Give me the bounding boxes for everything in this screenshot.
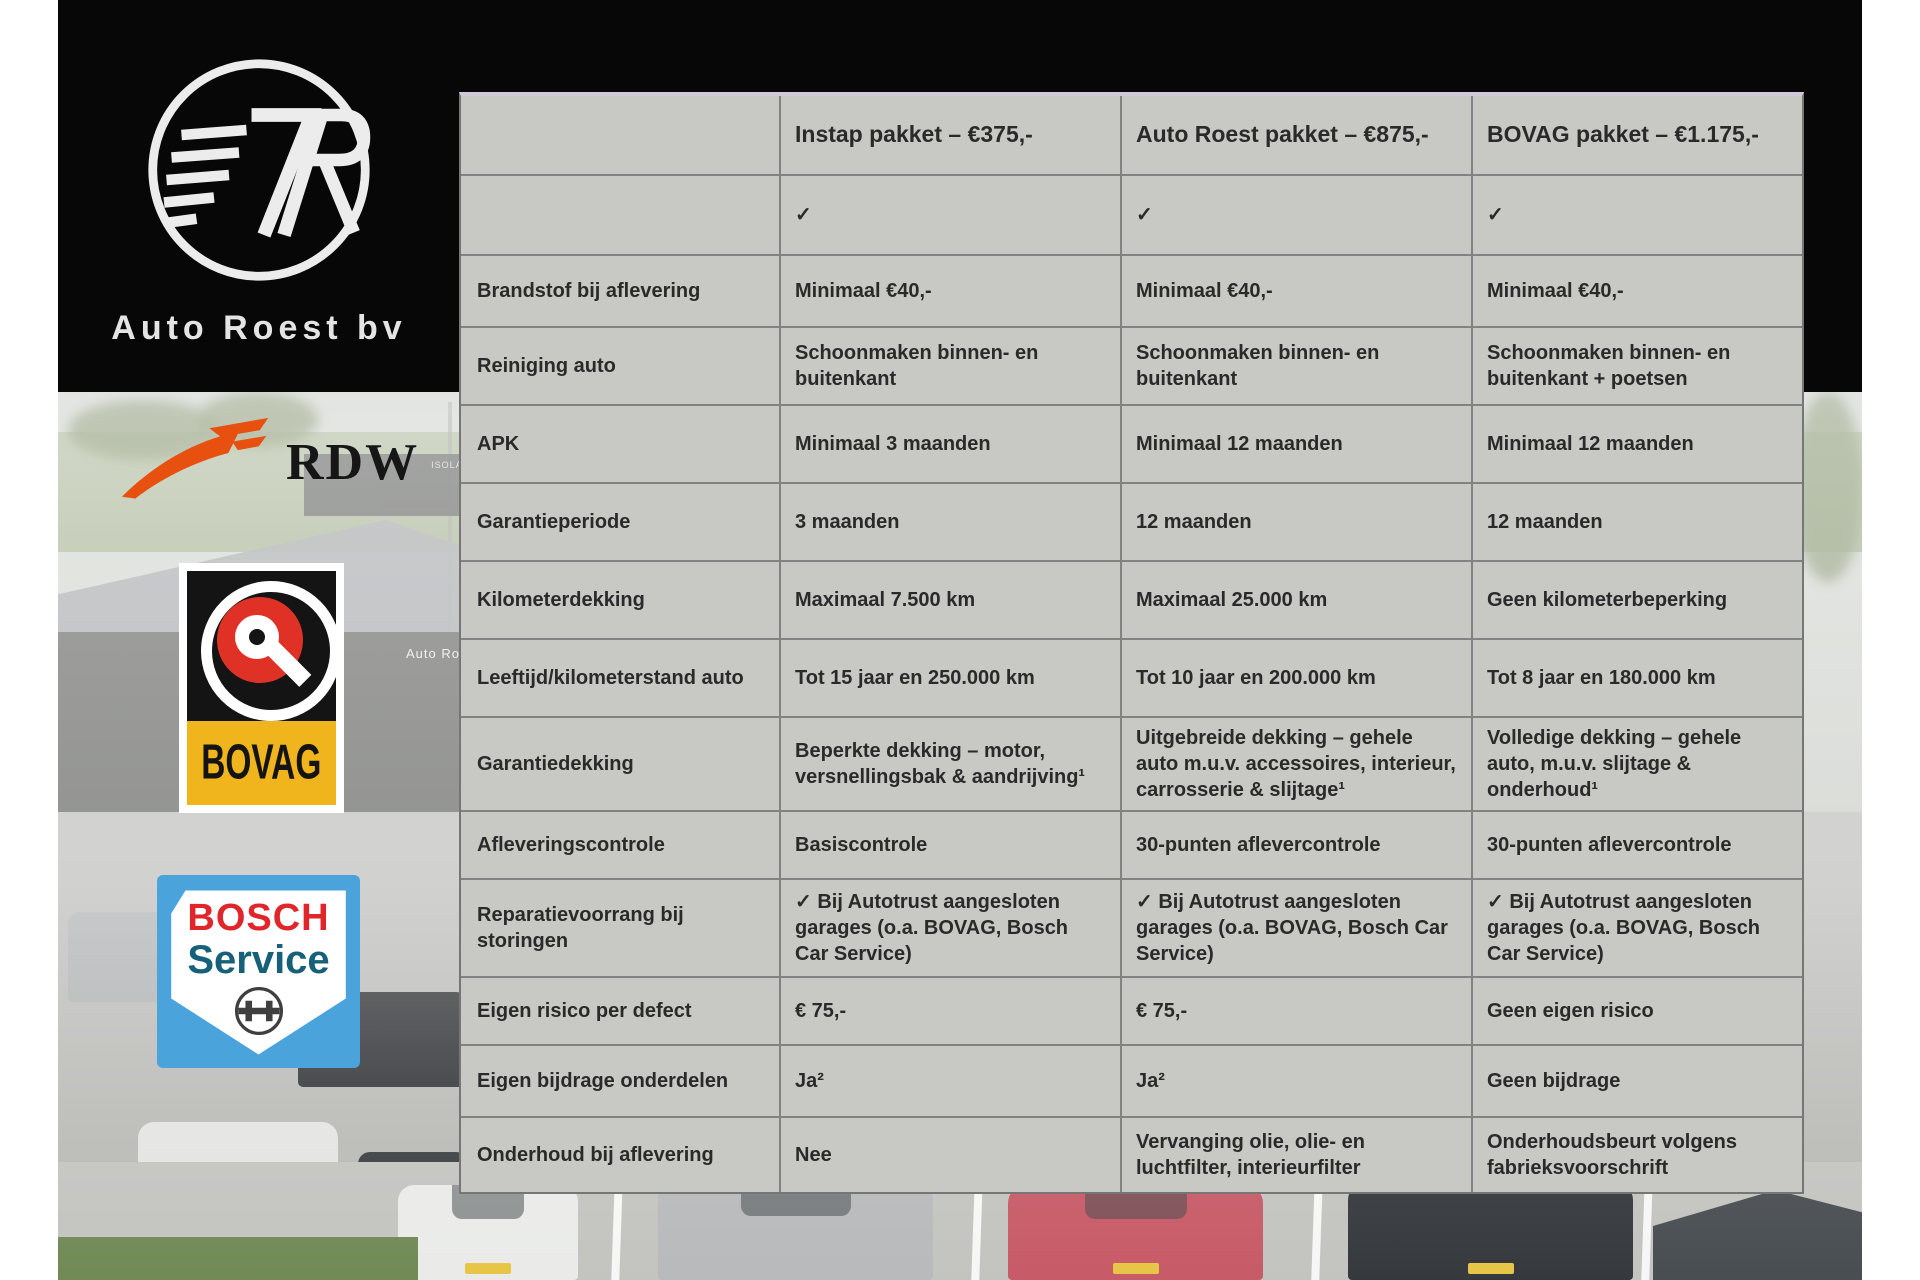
- table-cell: Ja²: [1120, 1046, 1471, 1116]
- table-cell: ✓: [1120, 176, 1471, 254]
- table-cell: Maximaal 7.500 km: [779, 562, 1120, 638]
- row-label: Garantiedekking: [477, 753, 634, 775]
- column-header: BOVAG pakket – €1.175,-: [1471, 96, 1802, 174]
- table-row: Onderhoud bij aflevering Nee Vervanging ol…: [461, 1116, 1802, 1192]
- table-cell: 30-punten aflevercontrole: [1471, 812, 1802, 878]
- table-cell: 12 maanden: [1471, 484, 1802, 560]
- table-cell: ✓ Bij Autotrust aangesloten garages (o.a…: [779, 880, 1120, 976]
- row-label: Garantieperiode: [477, 511, 631, 533]
- row-label: [461, 176, 779, 254]
- table-cell: Minimaal 12 maanden: [1120, 406, 1471, 482]
- table-row: ✓ ✓ ✓: [461, 174, 1802, 254]
- table-cell: Minimaal €40,-: [1120, 256, 1471, 326]
- table-cell: Geen eigen risico: [1471, 978, 1802, 1044]
- table-cell: Onderhoudsbeurt volgens fabrieksvoorschr…: [1471, 1118, 1802, 1192]
- table-body: ✓ ✓ ✓ Brandstof bij aflevering Minimaal €40,…: [461, 174, 1802, 1192]
- row-label: Reparatievoorrang bij storingen: [477, 904, 684, 952]
- table-header-row: Instap pakket – €375,- Auto Roest pakket …: [461, 96, 1802, 174]
- table-cell: ✓ Bij Autotrust aangesloten garages (o.a…: [1120, 880, 1471, 976]
- bosch-service-word: Service: [187, 938, 330, 982]
- column-header: Auto Roest pakket – €875,-: [1120, 96, 1471, 174]
- rdw-wordmark: RDW: [286, 434, 420, 491]
- table-cell: € 75,-: [779, 978, 1120, 1044]
- table-row: APK Minimaal 3 maanden Minimaal 12 maanden…: [461, 404, 1802, 482]
- row-label: Kilometerdekking: [477, 589, 645, 611]
- table-cell: Vervanging olie, olie- en luchtfilter, i…: [1120, 1118, 1471, 1192]
- row-label: Eigen risico per defect: [477, 1000, 692, 1022]
- row-label: Eigen bijdrage onderdelen: [477, 1070, 729, 1092]
- table-row: Afleveringscontrole Basiscontrole 30-punte…: [461, 810, 1802, 878]
- row-label: APK: [477, 433, 520, 455]
- table-cell: Schoonmaken binnen- en buitenkant: [1120, 328, 1471, 404]
- table-row: Reparatievoorrang bij storingen ✓ Bij Aut…: [461, 878, 1802, 976]
- table-cell: ✓: [1471, 176, 1802, 254]
- table-cell: Nee: [779, 1118, 1120, 1192]
- auto-roest-7r-logo-icon: [148, 58, 371, 281]
- bovag-wrench-icon: [187, 571, 336, 721]
- table-cell: Ja²: [779, 1046, 1120, 1116]
- rdw-logo: RDW: [112, 415, 419, 510]
- table-cell: 30-punten aflevercontrole: [1120, 812, 1471, 878]
- brand-logo-box: Auto Roest bv: [59, 0, 459, 392]
- table-row: Garantiedekking Beperkte dekking – motor,…: [461, 716, 1802, 810]
- column-header: Instap pakket – €375,-: [779, 96, 1120, 174]
- table-row: Kilometerdekking Maximaal 7.500 km Maximaa…: [461, 560, 1802, 638]
- table-row: Leeftijd/kilometerstand auto Tot 15 jaar …: [461, 638, 1802, 716]
- table-cell: Minimaal 12 maanden: [1471, 406, 1802, 482]
- table-cell: ✓ Bij Autotrust aangesloten garages (o.a…: [1471, 880, 1802, 976]
- table-cell: Geen kilometerbeperking: [1471, 562, 1802, 638]
- table-cell: Minimaal €40,-: [779, 256, 1120, 326]
- table-cell: Volledige dekking – gehele auto, m.u.v. …: [1471, 718, 1802, 810]
- bovag-wordmark: BOVAG: [201, 735, 322, 790]
- table-cell: Minimaal 3 maanden: [779, 406, 1120, 482]
- table-cell: Uitgebreide dekking – gehele auto m.u.v.…: [1120, 718, 1471, 810]
- bosch-service-logo: BOSCH Service: [157, 875, 360, 1068]
- row-label: Brandstof bij aflevering: [477, 280, 701, 302]
- table-cell: Schoonmaken binnen- en buitenkant + poet…: [1471, 328, 1802, 404]
- table-cell: ✓: [779, 176, 1120, 254]
- package-comparison-table: Instap pakket – €375,- Auto Roest pakket …: [459, 92, 1804, 1194]
- row-label: Onderhoud bij aflevering: [477, 1144, 714, 1166]
- bosch-wordmark: BOSCH: [187, 897, 330, 939]
- table-row: Garantieperiode 3 maanden 12 maanden 12 maa…: [461, 482, 1802, 560]
- row-label: Leeftijd/kilometerstand auto: [477, 667, 744, 689]
- bosch-shield: BOSCH Service: [171, 890, 346, 1055]
- rdw-swoosh-icon: [121, 417, 269, 499]
- table-cell: 12 maanden: [1120, 484, 1471, 560]
- row-label: Afleveringscontrole: [477, 834, 665, 856]
- brand-name: Auto Roest bv: [111, 308, 407, 347]
- table-cell: € 75,-: [1120, 978, 1471, 1044]
- table-cell: Basiscontrole: [779, 812, 1120, 878]
- table-cell: Schoonmaken binnen- en buitenkant: [779, 328, 1120, 404]
- table-cell: Tot 8 jaar en 180.000 km: [1471, 640, 1802, 716]
- table-cell: Maximaal 25.000 km: [1120, 562, 1471, 638]
- table-row: Eigen bijdrage onderdelen Ja² Ja² Geen bijd…: [461, 1044, 1802, 1116]
- table-cell: Tot 15 jaar en 250.000 km: [779, 640, 1120, 716]
- table-cell: Beperkte dekking – motor, versnellingsba…: [779, 718, 1120, 810]
- table-cell: Geen bijdrage: [1471, 1046, 1802, 1116]
- corner-cell: [461, 96, 779, 174]
- table-row: Eigen risico per defect € 75,- € 75,- Geen …: [461, 976, 1802, 1044]
- table-row: Reiniging auto Schoonmaken binnen- en bui…: [461, 326, 1802, 404]
- table-cell: Minimaal €40,-: [1471, 256, 1802, 326]
- row-label: Reiniging auto: [477, 355, 616, 377]
- table-row: Brandstof bij aflevering Minimaal €40,- Mi…: [461, 254, 1802, 326]
- table-cell: 3 maanden: [779, 484, 1120, 560]
- bosch-armature-icon: [234, 986, 283, 1036]
- table-cell: Tot 10 jaar en 200.000 km: [1120, 640, 1471, 716]
- bovag-logo: BOVAG: [179, 563, 344, 813]
- bovag-band: BOVAG: [187, 721, 336, 805]
